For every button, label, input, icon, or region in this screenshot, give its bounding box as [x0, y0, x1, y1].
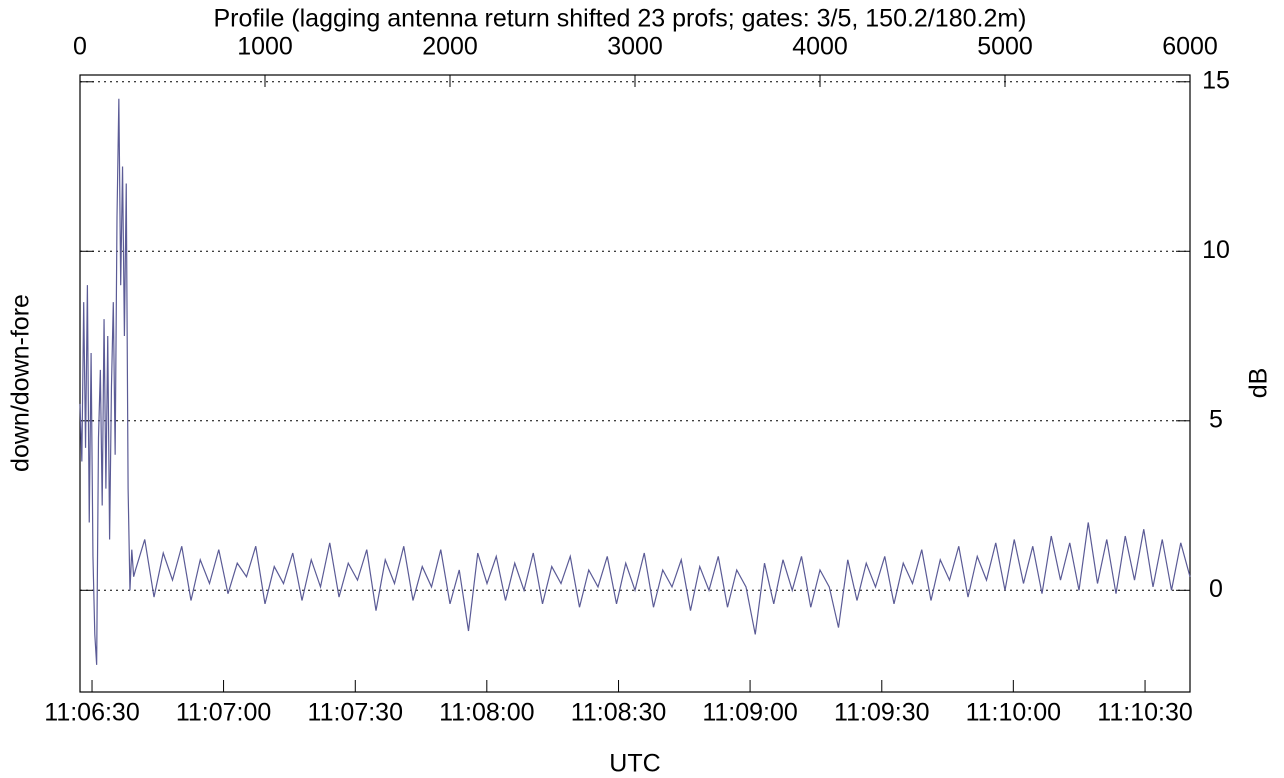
x-tick-label: 11:10:30	[1097, 699, 1192, 727]
top-tick-label: 5000	[977, 33, 1033, 61]
plot-frame	[79, 74, 1191, 693]
top-tick-label: 0	[73, 33, 87, 61]
y-tick-label: 5	[1209, 405, 1223, 433]
x-tick-label: 11:06:30	[44, 699, 139, 727]
x-axis-label: UTC	[609, 750, 660, 778]
x-tick-label: 11:07:00	[176, 699, 271, 727]
x-tick-label: 11:09:30	[834, 699, 929, 727]
y-tick-label: 0	[1209, 575, 1223, 603]
data-line	[79, 98, 1191, 665]
x-tick-label: 11:08:30	[571, 699, 666, 727]
top-tick-label: 4000	[792, 33, 848, 61]
x-tick-label: 11:08:00	[439, 699, 534, 727]
top-tick-label: 2000	[422, 33, 478, 61]
top-tick-label: 6000	[1162, 33, 1218, 61]
y-tick-label: 10	[1202, 236, 1230, 264]
y-tick-label: 15	[1202, 66, 1230, 94]
chart-title: Profile (lagging antenna return shifted …	[213, 5, 1026, 33]
x-tick-label: 11:09:00	[702, 699, 797, 727]
x-tick-label: 11:10:00	[966, 699, 1061, 727]
top-tick-label: 1000	[237, 33, 293, 61]
y2-axis-label: dB	[1245, 368, 1273, 399]
x-tick-label: 11:07:30	[308, 699, 403, 727]
top-tick-label: 3000	[607, 33, 663, 61]
y-axis-label: down/down-fore	[7, 294, 35, 472]
